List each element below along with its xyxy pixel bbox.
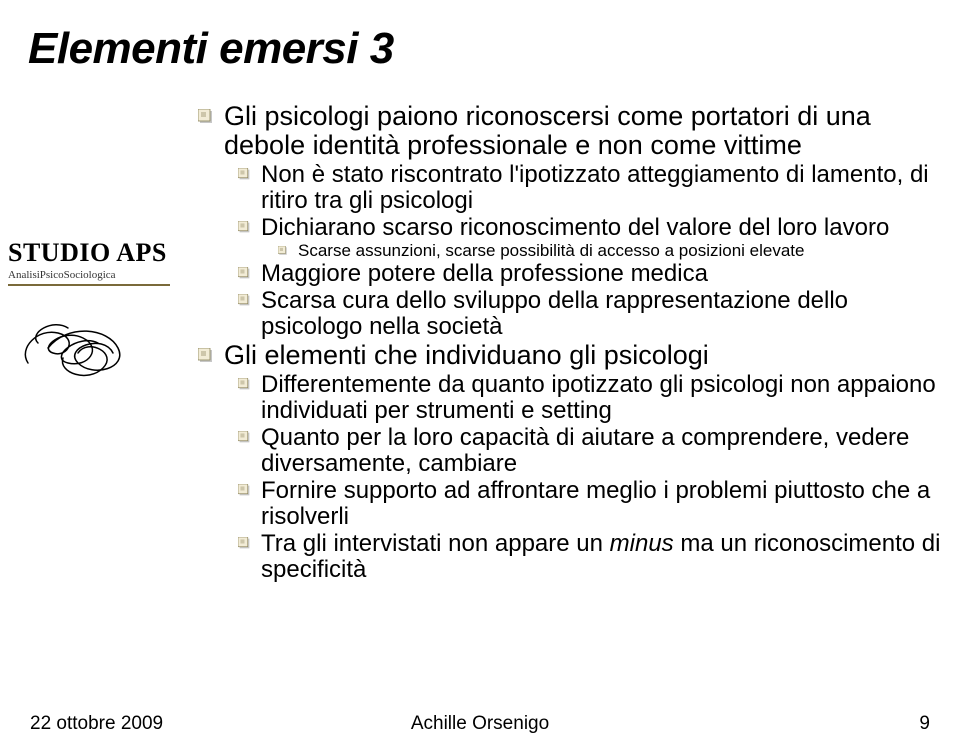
footer-author: Achille Orsenigo [411,713,549,735]
bullet-icon [238,221,251,234]
list-item: Non è stato riscontrato l'ipotizzato att… [238,162,950,214]
bullet-icon [198,348,214,364]
list-item-text: Dichiarano scarso riconoscimento del val… [261,215,950,241]
list-item-text: Gli elementi che individuano gli psicolo… [224,341,950,370]
bullet-icon [238,267,251,280]
slide-content: Gli psicologi paiono riconoscersi come p… [198,102,950,583]
list-item: Tra gli intervistati non appare un minus… [238,531,950,583]
logo-scribble [8,298,158,398]
list-item-text: Differentemente da quanto ipotizzato gli… [261,372,950,424]
list-item-text: Gli psicologi paiono riconoscersi come p… [224,102,950,160]
logo-underline [8,284,170,286]
list-item-text: Scarse assunzioni, scarse possibilità di… [298,242,950,260]
list-item: Gli psicologi paiono riconoscersi come p… [198,102,950,160]
list-item-text: Maggiore potere della professione medica [261,261,950,287]
list-item-text: Non è stato riscontrato l'ipotizzato att… [261,162,950,214]
list-item-text: Scarsa cura dello sviluppo della rappres… [261,288,950,340]
bullet-icon [198,109,214,125]
logo-subtitle: AnalisiPsicoSociologica [8,269,178,281]
list-item: Scarsa cura dello sviluppo della rappres… [238,288,950,340]
bullet-icon [238,537,251,550]
bullet-icon [278,246,288,256]
footer-page-number: 9 [919,713,930,735]
bullet-icon [238,378,251,391]
list-item-text: Fornire supporto ad affrontare meglio i … [261,478,950,530]
footer: 22 ottobre 2009 Achille Orsenigo 9 [0,713,960,735]
logo-block: STUDIO APS AnalisiPsicoSociologica [8,238,178,403]
list-item: Maggiore potere della professione medica [238,261,950,287]
slide-title: Elementi emersi 3 [28,24,950,74]
bullet-icon [238,294,251,307]
list-item: Gli elementi che individuano gli psicolo… [198,341,950,370]
bullet-icon [238,431,251,444]
list-item: Quanto per la loro capacità di aiutare a… [238,425,950,477]
list-item: Differentemente da quanto ipotizzato gli… [238,372,950,424]
logo-title: STUDIO APS [8,238,178,268]
bullet-icon [238,168,251,181]
bullet-icon [238,484,251,497]
list-item-text: Quanto per la loro capacità di aiutare a… [261,425,950,477]
list-item-text: Tra gli intervistati non appare un minus… [261,531,950,583]
list-item: Scarse assunzioni, scarse possibilità di… [278,242,950,260]
footer-date: 22 ottobre 2009 [30,713,163,735]
list-item: Fornire supporto ad affrontare meglio i … [238,478,950,530]
list-item: Dichiarano scarso riconoscimento del val… [238,215,950,241]
